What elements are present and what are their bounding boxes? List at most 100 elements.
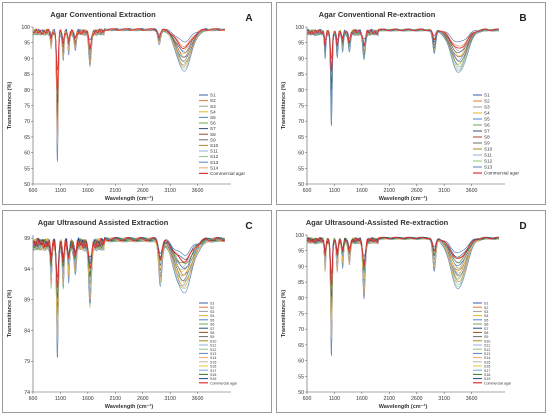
x-tick-label: 1100 <box>329 188 340 194</box>
legend-entry: S2 <box>484 99 490 104</box>
legend-entry: S8 <box>484 331 488 335</box>
legend-entry: S5 <box>210 318 214 322</box>
y-tick-label: 85 <box>298 280 304 286</box>
legend-entry: S19 <box>210 377 216 381</box>
legend-entry: S17 <box>484 369 490 373</box>
legend-entry: S13 <box>210 352 216 356</box>
legend-entry: S12 <box>484 159 493 164</box>
y-tick-label: 100 <box>21 25 30 31</box>
legend-entry: S12 <box>210 154 219 159</box>
legend-entry: S11 <box>484 344 490 348</box>
x-tick-label: 3100 <box>164 396 176 402</box>
y-tick-label: 85 <box>24 72 30 78</box>
spectrum-line <box>307 236 499 286</box>
y-tick-label: 55 <box>298 166 304 172</box>
legend-entry: S11 <box>210 344 216 348</box>
legend-entry: S18 <box>210 373 216 377</box>
x-tick-label: 3600 <box>192 396 204 402</box>
legend-entry: S12 <box>210 348 216 352</box>
x-tick-label: 1600 <box>82 396 94 402</box>
legend-entry: S14 <box>484 356 490 360</box>
y-tick-label: 95 <box>298 41 304 47</box>
y-tick-label: 55 <box>298 374 304 380</box>
legend-entry: S4 <box>210 109 216 114</box>
x-axis-label: Wavelength (cm⁻¹) <box>105 195 154 202</box>
y-axis-label: Transmittance (%) <box>281 290 287 338</box>
legend-entry: S7 <box>210 327 214 331</box>
x-tick-label: 1600 <box>356 396 368 402</box>
x-axis-label: Wavelength (cm⁻¹) <box>379 195 428 202</box>
legend-entry: S13 <box>484 352 490 356</box>
y-tick-label: 85 <box>298 72 304 78</box>
chart-title: Agar Conventional Extraction <box>50 10 156 19</box>
legend-entry: S13 <box>484 165 493 170</box>
x-tick-label: 3100 <box>438 188 450 194</box>
spectrum-line <box>33 237 225 320</box>
x-tick-label: 600 <box>29 188 38 194</box>
spectra-group <box>307 236 499 357</box>
y-tick-label: 100 <box>295 25 304 31</box>
spectra-group <box>33 28 225 163</box>
legend-entry: S10 <box>484 147 493 152</box>
y-axis-label: Transmittance (%) <box>7 82 13 130</box>
legend-entry: Commercial agar <box>210 381 238 385</box>
y-tick-label: 65 <box>298 135 304 141</box>
legend-entry: S16 <box>484 365 490 369</box>
legend-entry: S15 <box>484 360 490 364</box>
y-tick-label: 95 <box>24 41 30 47</box>
legend-entry: S17 <box>210 369 216 373</box>
y-tick-label: 60 <box>298 151 304 157</box>
y-tick-label: 60 <box>298 359 304 365</box>
legend-entry: S6 <box>484 123 490 128</box>
legend-entry: Commercial agar <box>484 381 512 385</box>
legend-entry: S9 <box>210 335 214 339</box>
x-tick-label: 3600 <box>466 188 478 194</box>
y-tick-label: 50 <box>298 390 304 396</box>
legend-entry: S3 <box>484 310 488 314</box>
chart-d: Agar Ultrasound-Assisted Re-extraction D 5… <box>281 218 527 410</box>
legend-entry: S6 <box>210 323 214 327</box>
legend-entry: S1 <box>484 302 488 306</box>
panel-b: Agar Conventional Re-extraction B 50 55 60 65… <box>276 2 546 205</box>
spectrum-line <box>33 29 225 157</box>
y-tick-label: 75 <box>298 104 304 110</box>
legend-entry: S3 <box>210 104 216 109</box>
legend-entry: S4 <box>484 314 488 318</box>
x-tick-label: 2600 <box>137 188 149 194</box>
chart-title: Agar Conventional Re-extraction <box>319 10 436 19</box>
y-tick-label: 94 <box>24 267 30 273</box>
x-tick-label: 3600 <box>192 188 204 194</box>
x-tick-label: 2100 <box>110 188 122 194</box>
legend-entry: S9 <box>484 335 488 339</box>
y-tick-label: 90 <box>298 56 304 62</box>
legend-entry: S6 <box>484 323 488 327</box>
legend-entry: Commercial agar <box>484 171 519 176</box>
spectrum-line <box>307 28 499 72</box>
y-tick-label: 80 <box>298 296 304 302</box>
y-tick-label: 65 <box>298 343 304 349</box>
legend-entry: S13 <box>210 160 219 165</box>
y-tick-label: 90 <box>24 56 30 62</box>
legend-entry: S11 <box>484 153 492 158</box>
spectra-group <box>33 237 225 358</box>
spectrum-line <box>307 237 499 357</box>
spectrum-line <box>33 28 225 145</box>
legend-entry: S6 <box>210 121 216 126</box>
y-tick-label: 70 <box>298 119 304 125</box>
legend-entry: Commercial agar <box>210 171 245 176</box>
legend-entry: S9 <box>210 137 216 142</box>
spectrum-line <box>33 28 225 147</box>
y-tick-label: 75 <box>24 104 30 110</box>
spectra-group <box>307 28 499 127</box>
y-tick-label: 99 <box>24 236 30 242</box>
legend-entry: S7 <box>484 129 490 134</box>
legend-entry: S14 <box>210 165 219 170</box>
x-tick-label: 3100 <box>438 396 450 402</box>
x-tick-label: 2600 <box>137 396 149 402</box>
legend-entry: S5 <box>484 117 490 122</box>
y-tick-label: 89 <box>24 298 30 304</box>
y-tick-label: 75 <box>298 312 304 318</box>
y-tick-label: 84 <box>24 328 30 334</box>
x-tick-label: 1600 <box>82 188 94 194</box>
chart-b: Agar Conventional Re-extraction B 50 55 60 65… <box>281 10 527 202</box>
